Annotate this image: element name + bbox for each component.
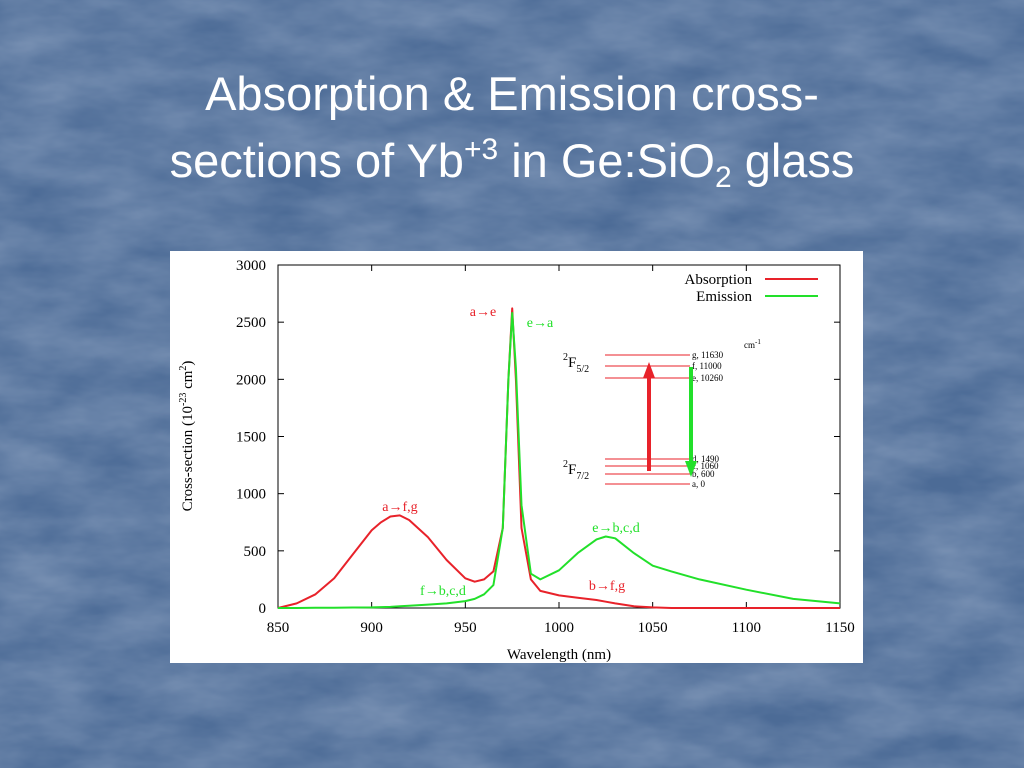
x-tick-label: 900 — [360, 620, 383, 636]
x-axis-label: Wavelength (nm) — [507, 647, 611, 663]
x-tick-label: 1150 — [825, 620, 854, 636]
inset-unit-part: -1 — [755, 338, 761, 346]
title-text: in Ge:SiO — [498, 134, 715, 187]
x-tick-label: 1000 — [544, 620, 574, 636]
energy-level-label: e, 10260 — [692, 373, 723, 383]
energy-level-label: f, 11000 — [692, 361, 722, 371]
term-part: F — [568, 355, 576, 371]
chart: 0 500 1000 1500 2000 2500 3000 850 900 950 1000 105… — [178, 258, 855, 663]
inset-unit-part: cm — [744, 340, 755, 350]
term-part: F — [568, 462, 576, 478]
energy-level-label: b, 600 — [692, 469, 715, 479]
chart-panel — [170, 251, 863, 663]
annotation: e→b,c,d — [592, 521, 639, 536]
energy-level-label: d, 1490 — [692, 454, 720, 464]
title-text: sections of Yb — [170, 134, 464, 187]
energy-level-label: c, 1060 — [692, 461, 719, 471]
title-subscript: 2 — [715, 161, 732, 194]
y-tick-label: 2000 — [236, 372, 266, 388]
x-tick-label: 1050 — [638, 620, 668, 636]
title-line: Absorption & Emission cross- — [205, 67, 819, 120]
annotation: f→b,c,d — [420, 584, 466, 599]
term-part: 2 — [563, 459, 568, 470]
annotation: b→f,g — [589, 579, 625, 594]
arrow-head — [685, 461, 697, 477]
title-text: glass — [732, 134, 855, 187]
annotation: e→a — [527, 316, 554, 331]
term-part: 7/2 — [576, 471, 589, 482]
y-axis-label-part: Cross-section (10 — [180, 406, 196, 511]
energy-level-label: g, 11630 — [692, 350, 724, 360]
slide-title: sections of Yb+3 in Ge:SiO2 glass — [170, 133, 855, 194]
x-tick-label: 950 — [454, 620, 477, 636]
energy-level-label: a, 0 — [692, 479, 705, 489]
annotation: a→e — [470, 305, 496, 320]
term-part: 5/2 — [576, 364, 589, 375]
legend-label: Emission — [696, 289, 752, 305]
y-tick-label: 2500 — [236, 315, 266, 331]
y-tick-label: 500 — [244, 544, 267, 560]
arrow-head — [643, 362, 655, 378]
y-axis-label-part: -23 — [178, 393, 189, 406]
x-tick-label: 850 — [267, 620, 290, 636]
legend-label: Absorption — [685, 272, 753, 288]
y-axis-label-part: cm — [180, 370, 196, 392]
term-symbol: 2F7/2 — [563, 459, 589, 482]
slide-title: Absorption & Emission cross- — [205, 67, 819, 120]
annotation: a→f,g — [382, 500, 417, 515]
y-tick-label: 1500 — [236, 430, 266, 446]
title-superscript: +3 — [464, 133, 498, 166]
y-axis-label: Cross-section (10-23 cm2) — [178, 361, 196, 512]
y-tick-label: 3000 — [236, 258, 266, 274]
inset-unit: cm-1 — [744, 338, 761, 350]
y-tick-label: 0 — [259, 601, 267, 617]
y-axis-label-part: ) — [180, 361, 196, 366]
y-axis-label-part: 2 — [178, 366, 189, 371]
x-tick-label: 1100 — [732, 620, 761, 636]
y-tick-label: 1000 — [236, 487, 266, 503]
term-part: 2 — [563, 352, 568, 363]
term-symbol: 2F5/2 — [563, 352, 589, 375]
series-line — [278, 312, 841, 609]
